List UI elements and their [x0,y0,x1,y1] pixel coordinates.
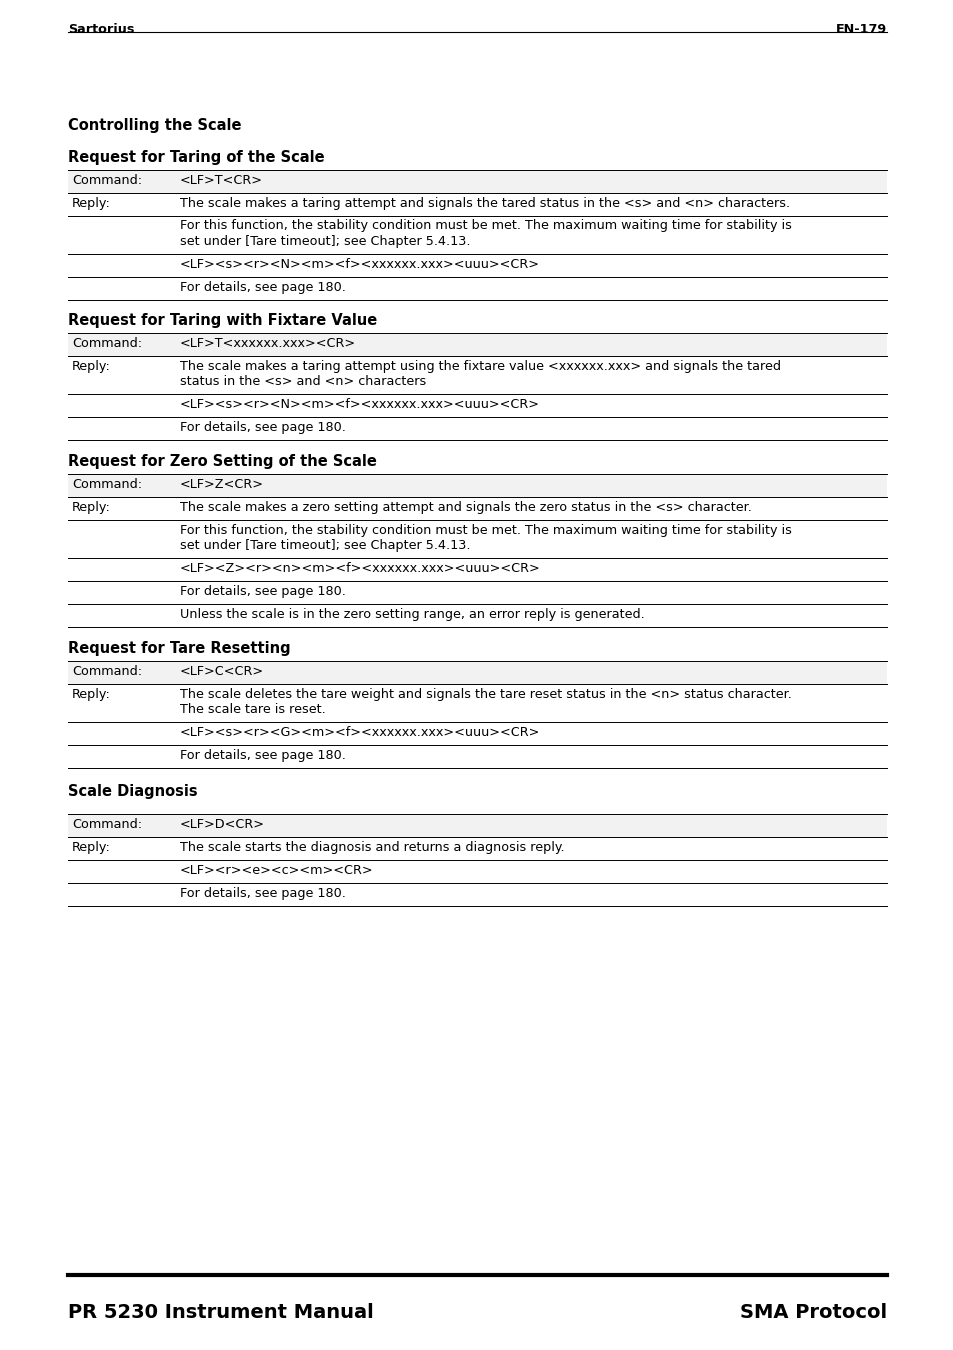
Bar [68,170,886,193]
Text: <LF><Z><r><n><m><f><xxxxxx.xxx><uuu><CR>: <LF><Z><r><n><m><f><xxxxxx.xxx><uuu><CR> [180,562,540,575]
Text: PR 5230 Instrument Manual: PR 5230 Instrument Manual [68,1303,374,1322]
Text: Request for Tare Resetting: Request for Tare Resetting [68,641,291,656]
Text: The scale makes a taring attempt and signals the tared status in the <s> and <n>: The scale makes a taring attempt and sig… [180,197,789,209]
Text: Controlling the Scale: Controlling the Scale [68,117,241,134]
Text: For this function, the stability condition must be met. The maximum waiting time: For this function, the stability conditi… [180,220,791,232]
Text: Command:: Command: [71,174,142,186]
Text: Scale Diagnosis: Scale Diagnosis [68,784,197,799]
Bar [68,333,886,356]
Text: For details, see page 180.: For details, see page 180. [180,887,346,899]
Bar [68,814,886,837]
Bar [68,474,886,497]
Text: Request for Taring of the Scale: Request for Taring of the Scale [68,150,324,165]
Text: set under [Tare timeout]; see Chapter 5.4.13.: set under [Tare timeout]; see Chapter 5.… [180,235,470,247]
Text: <LF><r><e><c><m><CR>: <LF><r><e><c><m><CR> [180,864,374,876]
Text: Request for Taring with Fixtare Value: Request for Taring with Fixtare Value [68,313,376,328]
Text: Command:: Command: [71,664,142,678]
Text: Command:: Command: [71,818,142,830]
Text: Request for Zero Setting of the Scale: Request for Zero Setting of the Scale [68,454,376,470]
Text: status in the <s> and <n> characters: status in the <s> and <n> characters [180,375,426,389]
Text: <LF>T<xxxxxx.xxx><CR>: <LF>T<xxxxxx.xxx><CR> [180,338,355,350]
Text: The scale makes a zero setting attempt and signals the zero status in the <s> ch: The scale makes a zero setting attempt a… [180,501,751,514]
Text: SMA Protocol: SMA Protocol [740,1303,886,1322]
Text: The scale deletes the tare weight and signals the tare reset status in the <n> s: The scale deletes the tare weight and si… [180,687,791,701]
Text: For details, see page 180.: For details, see page 180. [180,421,346,435]
Text: <LF>D<CR>: <LF>D<CR> [180,818,265,830]
Text: The scale makes a taring attempt using the fixtare value <xxxxxx.xxx> and signal: The scale makes a taring attempt using t… [180,360,781,373]
Text: Reply:: Reply: [71,687,111,701]
Text: Reply:: Reply: [71,841,111,853]
Text: Reply:: Reply: [71,501,111,514]
Text: For details, see page 180.: For details, see page 180. [180,749,346,761]
Text: Reply:: Reply: [71,360,111,373]
Text: <LF><s><r><G><m><f><xxxxxx.xxx><uuu><CR>: <LF><s><r><G><m><f><xxxxxx.xxx><uuu><CR> [180,726,539,738]
Text: Unless the scale is in the zero setting range, an error reply is generated.: Unless the scale is in the zero setting … [180,608,644,621]
Text: The scale starts the diagnosis and returns a diagnosis reply.: The scale starts the diagnosis and retur… [180,841,564,853]
Text: For details, see page 180.: For details, see page 180. [180,585,346,598]
Text: For details, see page 180.: For details, see page 180. [180,281,346,293]
Text: Command:: Command: [71,338,142,350]
Text: set under [Tare timeout]; see Chapter 5.4.13.: set under [Tare timeout]; see Chapter 5.… [180,539,470,552]
Text: The scale tare is reset.: The scale tare is reset. [180,703,325,716]
Text: Command:: Command: [71,478,142,491]
Text: <LF>Z<CR>: <LF>Z<CR> [180,478,264,491]
Text: <LF><s><r><N><m><f><xxxxxx.xxx><uuu><CR>: <LF><s><r><N><m><f><xxxxxx.xxx><uuu><CR> [180,398,539,412]
Bar [68,660,886,683]
Text: EN-179: EN-179 [835,23,886,36]
Text: <LF>T<CR>: <LF>T<CR> [180,174,263,186]
Text: Reply:: Reply: [71,197,111,209]
Text: <LF><s><r><N><m><f><xxxxxx.xxx><uuu><CR>: <LF><s><r><N><m><f><xxxxxx.xxx><uuu><CR> [180,258,539,270]
Text: Sartorius: Sartorius [68,23,134,36]
Text: <LF>C<CR>: <LF>C<CR> [180,664,264,678]
Text: For this function, the stability condition must be met. The maximum waiting time: For this function, the stability conditi… [180,524,791,537]
